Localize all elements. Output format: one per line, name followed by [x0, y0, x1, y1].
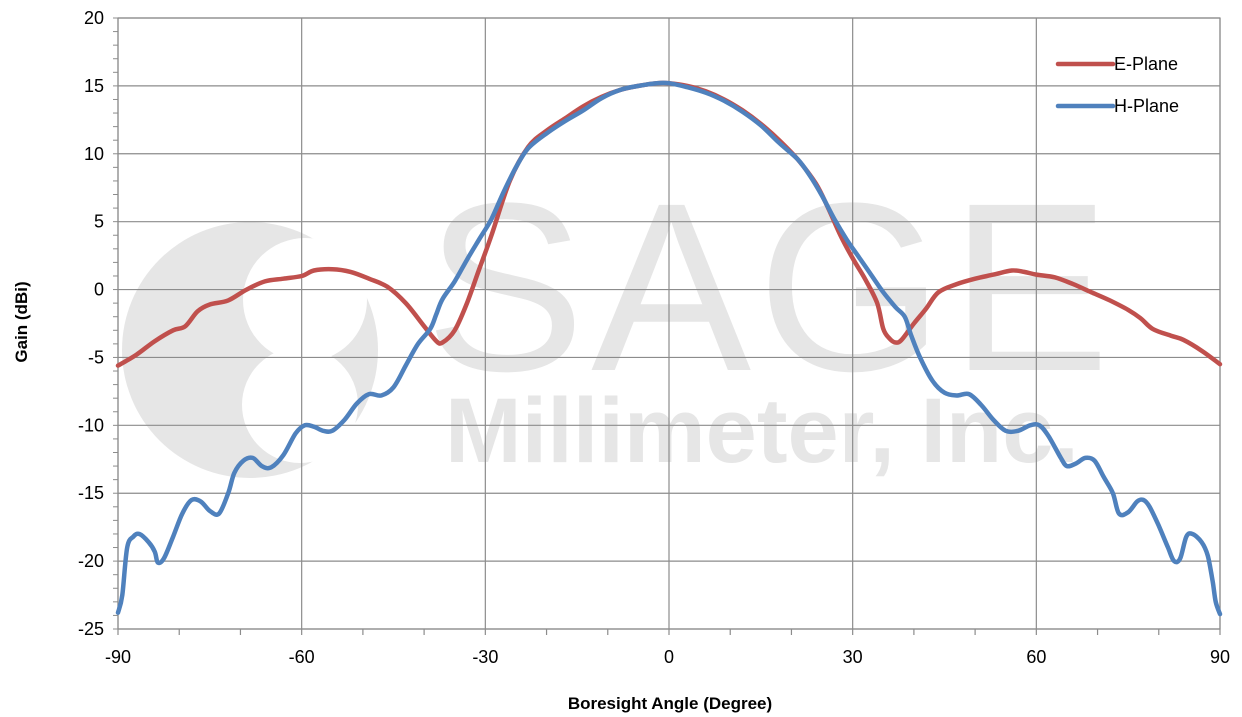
series-layer: [115, 80, 1223, 617]
y-tick-label: 0: [94, 280, 104, 300]
legend-label-e-plane: E-Plane: [1114, 54, 1178, 74]
y-tick-label: 10: [84, 144, 104, 164]
y-tick-label: -10: [78, 415, 104, 435]
x-tick-labels: -90 -60 -30 0 30 60 90: [105, 647, 1230, 667]
x-tick-label: 0: [664, 647, 674, 667]
y-tick-label: -20: [78, 551, 104, 571]
y-tick-label: -5: [88, 347, 104, 367]
x-axis-title: Boresight Angle (Degree): [568, 694, 772, 713]
x-tick-label: -30: [472, 647, 498, 667]
y-tick-label: 15: [84, 76, 104, 96]
x-tick-label: -60: [289, 647, 315, 667]
y-tick-label: 5: [94, 212, 104, 232]
minor-ticks: [113, 17, 1221, 635]
legend-label-h-plane: H-Plane: [1114, 96, 1179, 116]
x-tick-label: 90: [1210, 647, 1230, 667]
series-line-h-plane: [115, 80, 1223, 617]
x-tick-label: -90: [105, 647, 131, 667]
y-tick-label: -15: [78, 483, 104, 503]
y-axis-title: Gain (dBi): [12, 281, 31, 362]
y-tick-labels: -25 -20 -15 -10 -5 0 5 10 15 20: [78, 8, 104, 639]
watermark-line2: Millimeter, Inc.: [445, 380, 1079, 482]
y-tick-label: 20: [84, 8, 104, 28]
watermark-line1: SAGE: [425, 153, 1116, 421]
x-tick-label: 30: [843, 647, 863, 667]
plot-frame: [117, 17, 1221, 630]
x-tick-label: 60: [1026, 647, 1046, 667]
legend: E-Plane H-Plane: [1055, 54, 1179, 116]
watermark-logo: [122, 222, 378, 478]
y-tick-label: -25: [78, 619, 104, 639]
watermark: SAGE Millimeter, Inc.: [122, 153, 1116, 482]
